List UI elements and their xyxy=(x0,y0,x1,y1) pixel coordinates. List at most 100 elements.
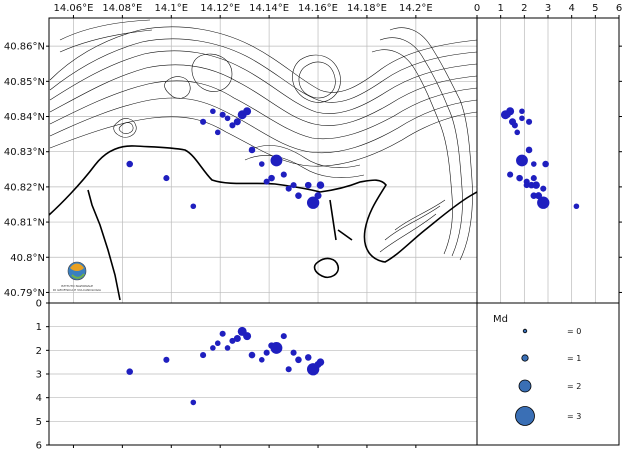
side-event-marker xyxy=(530,175,537,182)
map-lon-tick-label: 14.14°E xyxy=(249,3,289,14)
side-event-marker xyxy=(526,118,533,125)
map-event-marker xyxy=(270,154,283,167)
map-lat-tick-label: 40.84°N xyxy=(4,112,45,123)
coastline xyxy=(49,145,477,263)
side-tick-label: 5 xyxy=(592,3,598,14)
map-event-marker xyxy=(290,182,297,189)
legend-marker xyxy=(518,379,532,393)
map-event-marker xyxy=(304,181,312,189)
depth-tick-label: 5 xyxy=(36,417,42,428)
side-event-marker xyxy=(514,129,521,136)
map-lon-tick-label: 14.06°E xyxy=(53,3,93,14)
map-event-marker xyxy=(268,174,275,182)
depth-axis-ticks: 0 1 2 3 4 5 6 xyxy=(36,299,417,452)
pier xyxy=(329,199,353,241)
depth-grid xyxy=(49,302,477,446)
map-event-marker xyxy=(258,161,265,167)
side-event-marker xyxy=(537,196,550,209)
depth-tick-label: 6 xyxy=(36,441,42,452)
legend-title: Md xyxy=(493,314,508,325)
map-event-marker xyxy=(200,118,207,125)
depth-event-marker xyxy=(126,368,133,375)
map-lat-tick-label: 40.8°N xyxy=(10,253,45,264)
side-event-marker xyxy=(523,182,530,189)
depth-section-panel: 0 1 2 3 4 5 6 xyxy=(36,299,478,452)
map-event-marker xyxy=(263,178,270,185)
depth-tick-label: 1 xyxy=(36,322,42,333)
depth-event-marker xyxy=(280,333,287,340)
depth-event-marker xyxy=(190,399,197,406)
depth-event-marker xyxy=(248,351,256,359)
map-event-marker xyxy=(229,122,236,129)
side-tick-label: 0 xyxy=(474,3,480,14)
island-coast xyxy=(313,257,340,279)
map-lat-tick-label: 40.83°N xyxy=(4,147,45,158)
map-lat-tick-label: 40.82°N xyxy=(4,182,45,193)
depth-event-marker xyxy=(285,366,292,373)
map-event-marker xyxy=(295,192,302,199)
side-event-marker xyxy=(519,108,525,115)
peninsula-coast xyxy=(87,189,121,301)
depth-tick-label: 2 xyxy=(36,346,42,357)
side-axis-ticks: 0 1 2 3 4 5 6 xyxy=(474,3,622,293)
side-tick-label: 6 xyxy=(616,3,622,14)
legend-item-label: = 0 xyxy=(567,327,581,336)
depth-event-marker xyxy=(219,330,226,337)
side-event-marker xyxy=(573,203,580,210)
legend-marker xyxy=(515,406,535,426)
map-lat-tick-label: 40.85°N xyxy=(4,77,45,88)
depth-event-marker xyxy=(163,356,170,363)
map-grid xyxy=(49,18,477,303)
depth-event-marker xyxy=(233,334,241,343)
topographic-contours xyxy=(49,19,477,261)
map-event-marker xyxy=(126,160,133,168)
map-event-markers xyxy=(126,107,325,210)
legend-marker xyxy=(522,328,528,334)
map-event-marker xyxy=(190,203,197,210)
map-event-marker xyxy=(306,196,320,209)
depth-event-marker xyxy=(290,349,297,356)
side-tick-label: 1 xyxy=(497,3,503,14)
map-event-marker xyxy=(210,108,216,115)
side-event-marker xyxy=(542,160,549,168)
map-lat-tick-label: 40.86°N xyxy=(4,42,45,53)
depth-event-marker xyxy=(243,332,252,341)
side-event-marker xyxy=(532,181,540,189)
legend-items: = 0 = 1 = 2 = 3 xyxy=(515,327,581,426)
depth-event-marker xyxy=(263,349,270,356)
side-event-marker xyxy=(516,174,523,182)
side-event-marker xyxy=(516,154,528,167)
map-lon-tick-label: 14.2°E xyxy=(399,3,433,14)
depth-event-marker xyxy=(210,345,216,351)
logo-text-line-2: DI GEOFISICA E VULCANOLOGIA xyxy=(53,288,102,292)
side-event-marker xyxy=(508,118,517,126)
legend-panel: Md = 0 = 1 = 2 = 3 xyxy=(476,302,620,446)
side-tick-label: 3 xyxy=(545,3,551,14)
depth-event-marker xyxy=(224,345,231,351)
ingv-logo: ISTITUTO NAZIONALE DI GEOFISICA E VULCAN… xyxy=(53,261,102,292)
map-terrain xyxy=(49,19,477,301)
side-event-marker xyxy=(540,185,547,192)
depth-event-markers xyxy=(126,326,325,406)
side-event-markers xyxy=(500,107,580,210)
side-section-panel: 0 1 2 3 4 5 6 xyxy=(474,3,622,304)
side-grid xyxy=(476,18,620,303)
side-event-marker xyxy=(531,161,537,167)
map-lon-tick-label: 14.08°E xyxy=(102,3,142,14)
depth-tick-label: 3 xyxy=(36,370,42,381)
depth-tick-label: 4 xyxy=(36,393,42,404)
side-event-marker xyxy=(507,171,514,178)
map-event-marker xyxy=(248,146,256,154)
depth-event-marker xyxy=(316,358,325,366)
depth-event-marker xyxy=(295,356,302,364)
map-event-marker xyxy=(219,111,226,118)
map-event-marker xyxy=(233,118,241,126)
map-event-marker xyxy=(314,192,322,200)
side-tick-label: 4 xyxy=(568,3,574,14)
map-event-marker xyxy=(243,107,252,116)
side-event-marker xyxy=(535,192,543,200)
legend-item-label: = 1 xyxy=(567,354,581,363)
map-lon-tick-label: 14.18°E xyxy=(347,3,387,14)
logo-text-line-1: ISTITUTO NAZIONALE xyxy=(61,284,93,288)
